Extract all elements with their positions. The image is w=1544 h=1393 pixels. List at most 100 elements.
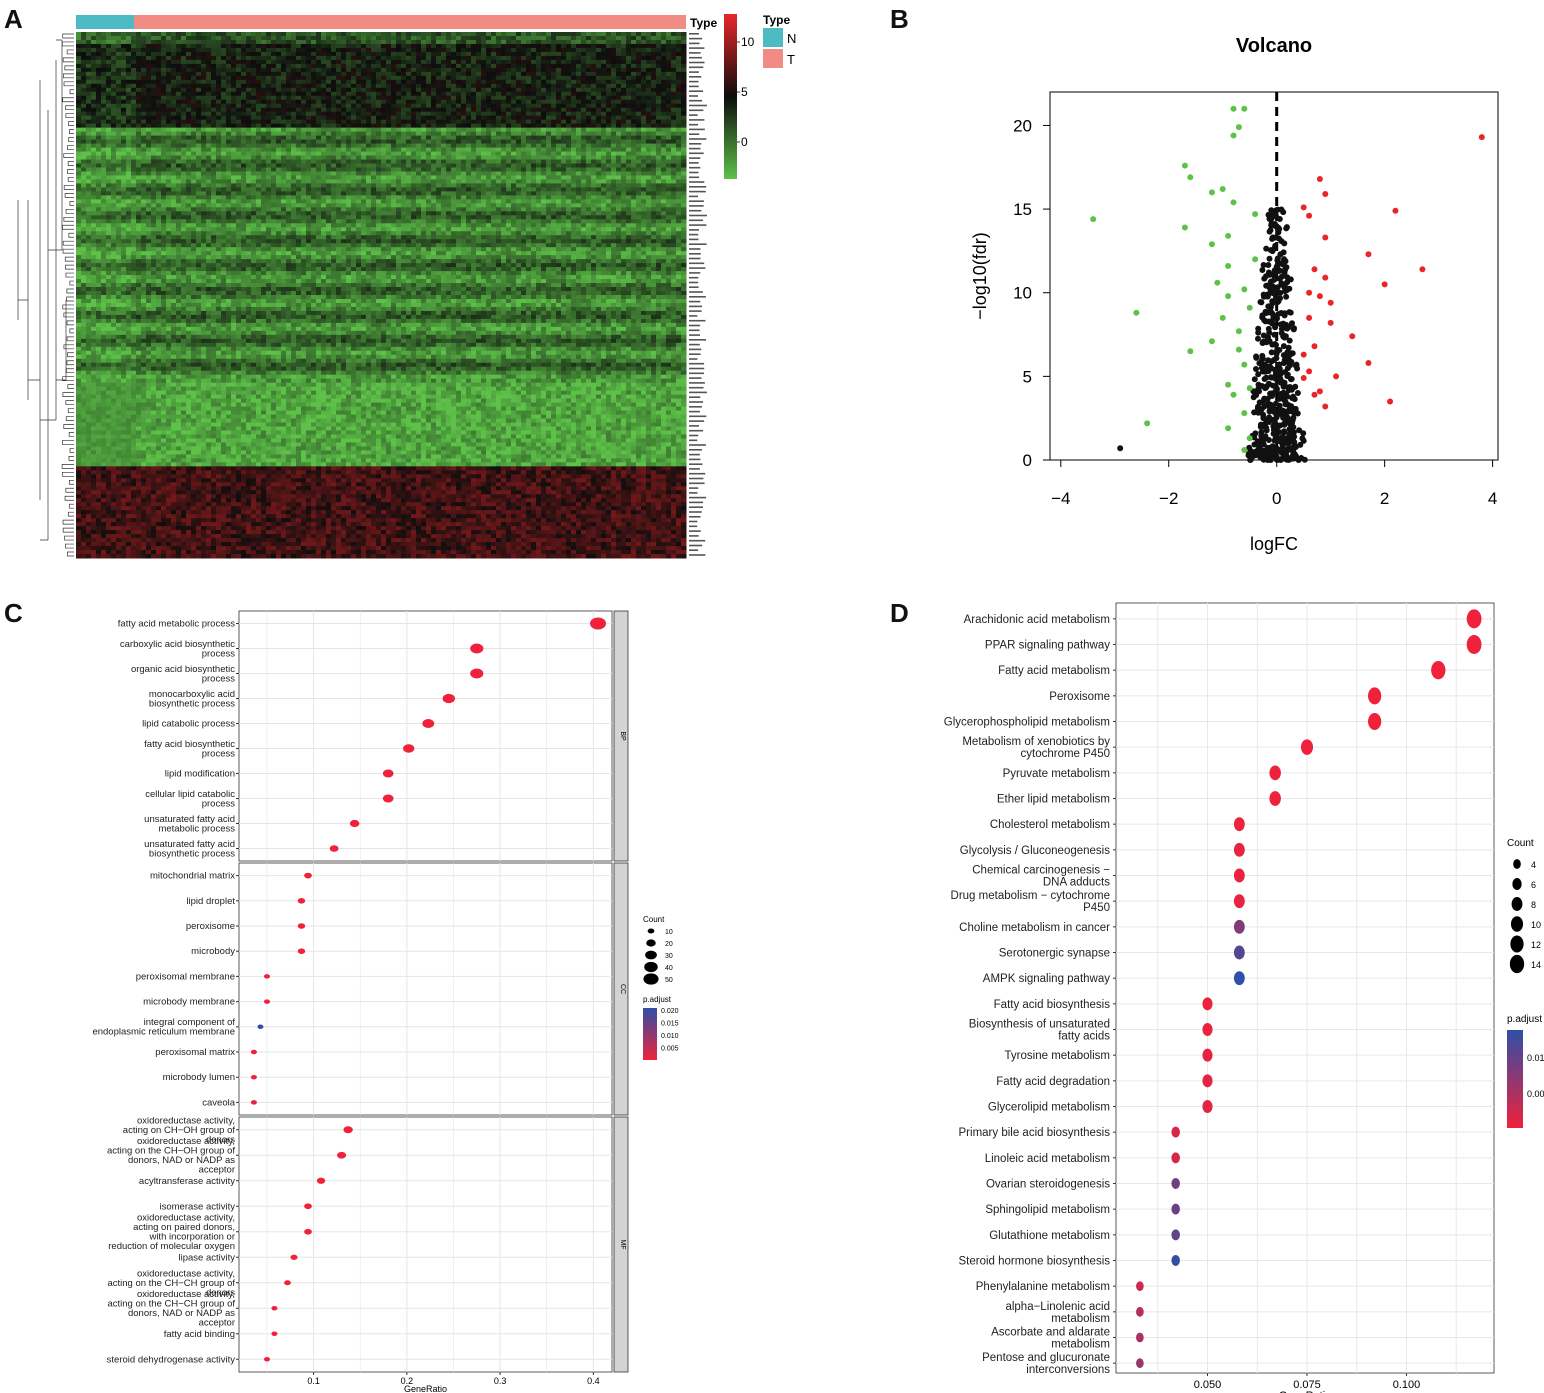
heatmap-cell [666,51,672,57]
heatmap-cell [436,155,442,161]
heatmap-cell [406,107,412,113]
heatmap-cell [681,135,687,141]
heatmap-cell [606,75,612,81]
heatmap-cell [471,127,477,133]
heatmap-cell [291,171,297,176]
heatmap-cell [236,151,242,157]
heatmap-cell [566,43,572,49]
heatmap-cell [486,191,492,196]
heatmap-cell [231,71,237,77]
heatmap-cell [341,59,347,65]
heatmap-cell [441,131,447,137]
heatmap-cell [661,83,667,89]
heatmap-cell [336,187,342,192]
heatmap-cell [421,135,427,141]
heatmap-cell [456,43,462,49]
heatmap-cell [246,59,252,65]
heatmap-cell [446,39,452,45]
heatmap-cell [216,115,222,121]
heatmap-cell [591,43,597,49]
heatmap-cell [636,151,642,157]
heatmap-cell [526,63,532,69]
heatmap-cell [221,91,227,97]
heatmap-cell [501,175,507,180]
heatmap-cell [531,91,537,97]
heatmap-cell [581,91,587,97]
heatmap-cell [326,183,332,188]
heatmap-cell [306,175,312,180]
heatmap-cell [81,75,87,81]
heatmap-cell [101,127,107,133]
heatmap-cell [601,55,607,61]
heatmap-cell [276,171,282,176]
heatmap-cell [211,179,217,184]
heatmap-cell [581,123,587,129]
heatmap-cell [376,47,382,53]
heatmap-cell [601,191,607,196]
heatmap-cell [651,43,657,49]
heatmap-cell [371,63,377,69]
heatmap-cell [131,32,137,37]
heatmap-cell [186,95,192,101]
heatmap-cell [351,43,357,49]
heatmap-cell [286,167,292,172]
heatmap-cell [221,143,227,149]
heatmap-cell [631,187,637,192]
heatmap-cell [296,179,302,184]
heatmap-cell [286,71,292,77]
heatmap-cell [631,87,637,93]
heatmap-cell [561,99,567,105]
heatmap-cell [381,99,387,105]
heatmap-cell [101,183,107,188]
heatmap-cell [236,47,242,53]
heatmap-cell [566,71,572,77]
heatmap-cell [196,115,202,121]
heatmap-cell [201,135,207,141]
heatmap-cell [406,151,412,157]
heatmap-cell [601,47,607,53]
heatmap-cell [316,39,322,45]
heatmap-cell [336,183,342,188]
heatmap-cell [626,135,632,141]
heatmap-cell [111,135,117,141]
heatmap-cell [566,135,572,141]
heatmap-cell [151,183,157,188]
heatmap-cell [466,127,472,133]
heatmap-cell [601,123,607,129]
heatmap-cell [246,32,252,37]
heatmap-cell [576,91,582,97]
heatmap-cell [211,187,217,192]
heatmap-cell [446,159,452,164]
heatmap-cell [451,39,457,45]
heatmap-cell [111,71,117,77]
heatmap-cell [201,107,207,113]
heatmap-cell [611,39,617,45]
heatmap-cell [616,167,622,172]
heatmap-cell [466,59,472,65]
heatmap-cell [191,187,197,192]
heatmap-cell [146,191,152,196]
heatmap-cell [296,67,302,73]
heatmap-cell [621,107,627,113]
heatmap-cell [406,115,412,121]
heatmap-cell [81,67,87,73]
heatmap-cell [596,135,602,141]
heatmap-cell [401,67,407,73]
heatmap-cell [126,123,132,129]
heatmap-cell [496,111,502,117]
heatmap-cell [616,163,622,168]
heatmap-cell [331,95,337,101]
heatmap-cell [666,83,672,89]
heatmap-cell [501,183,507,188]
heatmap-cell [91,107,97,113]
heatmap-cell [411,87,417,93]
heatmap-cell [256,91,262,97]
heatmap-cell [276,119,282,125]
heatmap-cell [121,99,127,105]
heatmap-cell [351,83,357,89]
heatmap-cell [291,67,297,73]
heatmap-cell [276,107,282,113]
heatmap-cell [281,171,287,176]
heatmap-cell [321,139,327,145]
heatmap-cell [76,147,82,153]
